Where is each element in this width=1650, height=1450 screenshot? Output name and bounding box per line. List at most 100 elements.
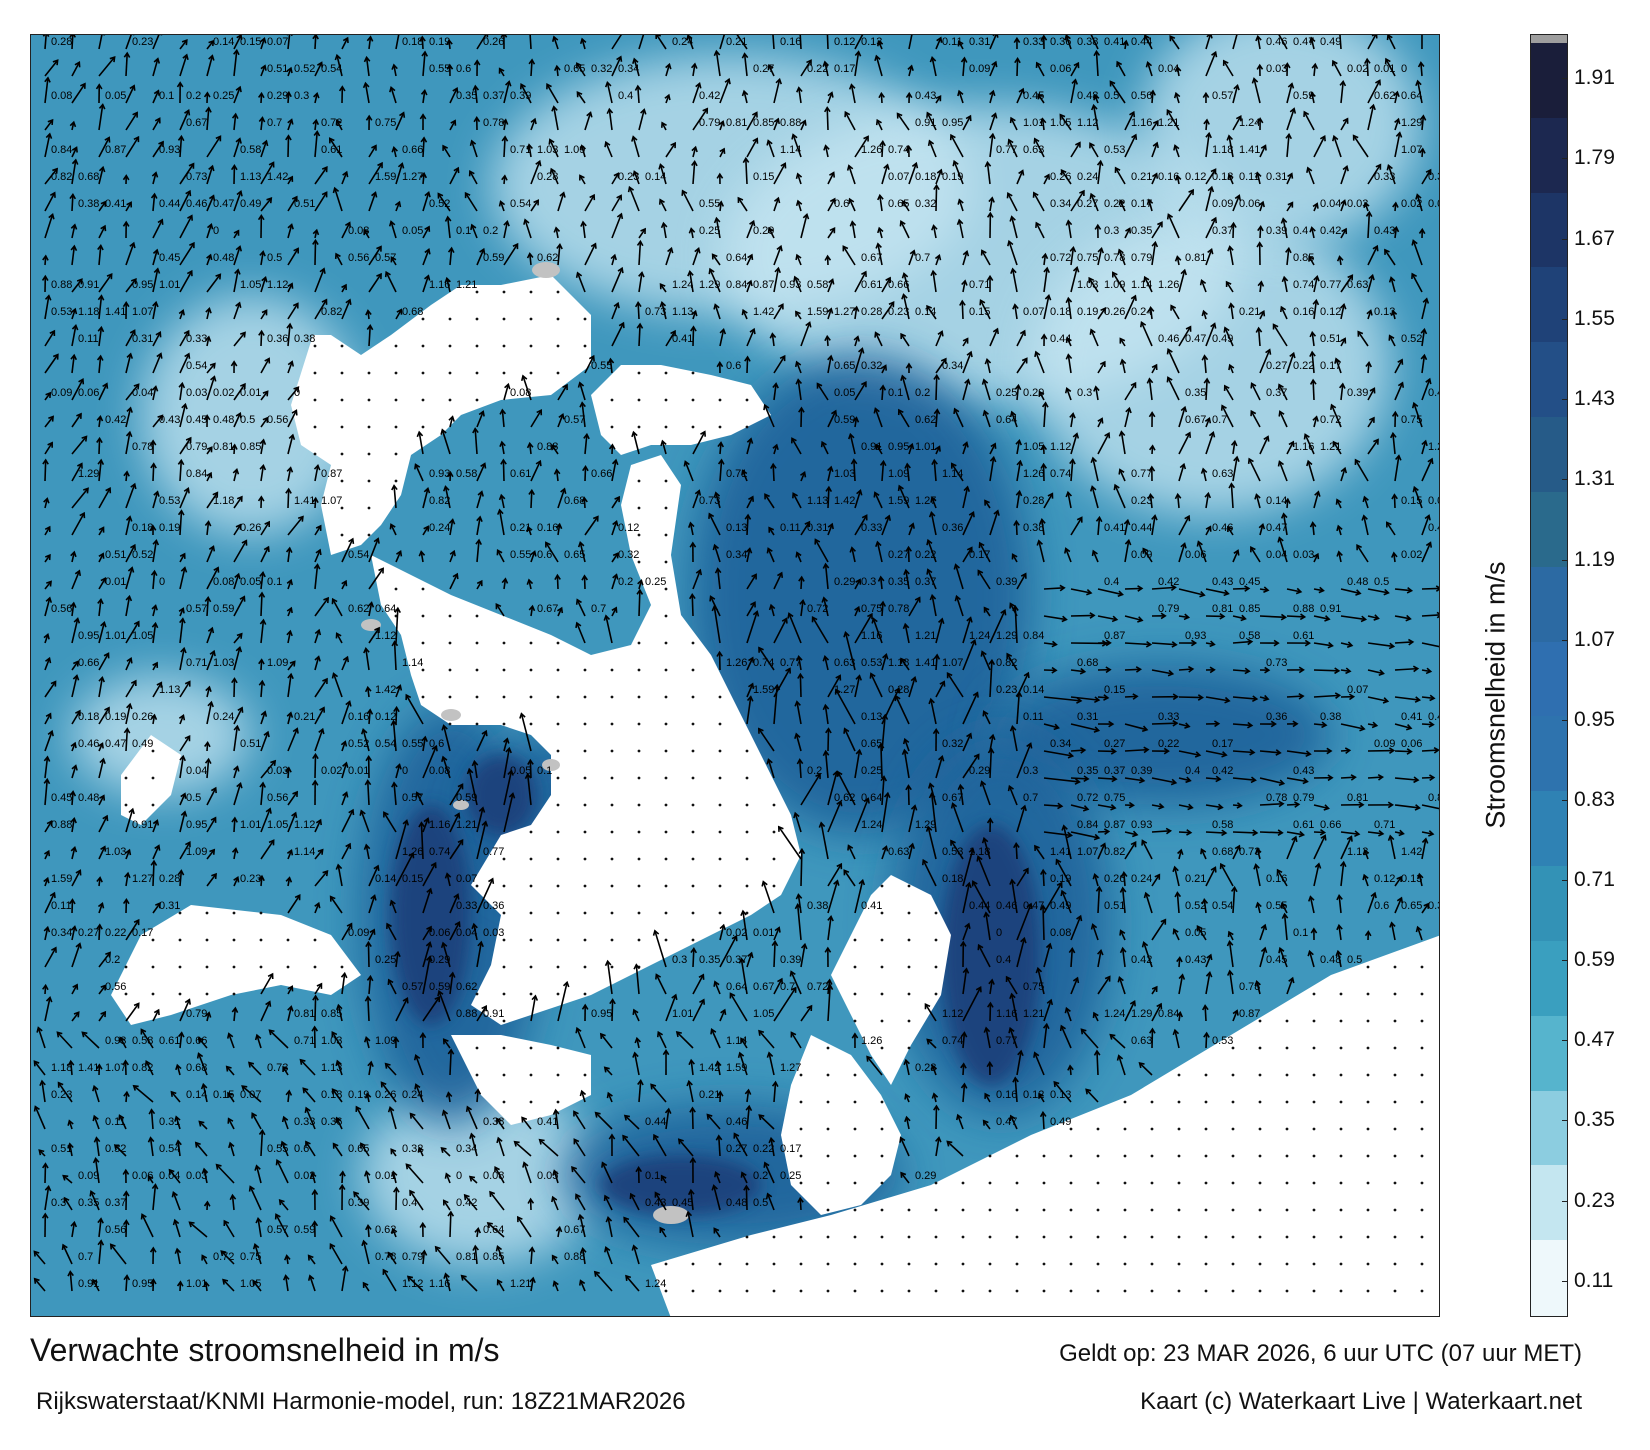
current-arrow-head: [288, 433, 296, 441]
grid-dot: [1339, 1235, 1343, 1239]
grid-dot: [988, 1208, 992, 1212]
current-arrow-head: [553, 226, 561, 233]
speed-label: 0.51: [294, 198, 315, 210]
current-arrow-head: [634, 301, 642, 308]
current-arrow-head: [157, 414, 164, 421]
current-arrow: [1339, 35, 1342, 50]
current-arrow-head: [341, 579, 348, 587]
current-arrow-head: [850, 458, 858, 465]
current-arrow-head: [1388, 334, 1395, 341]
current-arrow-head: [476, 579, 483, 587]
current-arrow: [848, 165, 856, 185]
current-arrow: [152, 386, 157, 401]
current-arrow: [1178, 464, 1185, 482]
grid-dot: [475, 884, 479, 888]
current-arrow-head: [748, 495, 755, 502]
current-arrow-head: [205, 307, 212, 314]
current-arrow-head: [210, 375, 217, 382]
speed-label: 0.78: [483, 117, 504, 129]
grid-dot: [1420, 1127, 1424, 1131]
grid-dot: [907, 1289, 911, 1293]
current-arrow-head: [768, 603, 776, 611]
current-arrow-head: [690, 62, 698, 69]
current-arrow-head: [879, 140, 886, 147]
current-arrow: [800, 600, 804, 617]
current-arrow: [1232, 669, 1250, 673]
current-arrow-head: [854, 50, 862, 57]
current-arrow: [746, 515, 749, 536]
current-arrow-head: [1357, 330, 1364, 337]
current-arrow-head: [233, 229, 240, 236]
grid-dot: [583, 803, 587, 807]
speed-label: 0.36: [267, 333, 288, 345]
grid-dot: [151, 938, 155, 942]
grid-dot: [1312, 1262, 1316, 1266]
grid-dot: [664, 425, 668, 429]
current-arrow-head: [713, 216, 721, 224]
current-arrow-head: [150, 462, 157, 469]
current-arrow-head: [533, 199, 540, 206]
speed-label: 0.02: [321, 765, 342, 777]
current-arrow: [958, 199, 964, 212]
speed-label: 0.4: [1428, 387, 1440, 399]
current-arrow: [1151, 642, 1177, 646]
grid-dot: [556, 1073, 560, 1077]
grid-dot: [718, 803, 722, 807]
speed-label: 0.07: [1023, 306, 1044, 318]
current-arrow-head: [331, 672, 339, 679]
speed-label: 0.53: [1104, 144, 1125, 156]
current-arrow-head: [240, 382, 246, 390]
current-arrow: [689, 522, 694, 536]
current-arrow-head: [1288, 440, 1295, 448]
grid-dot: [502, 317, 506, 321]
grid-dot: [637, 533, 641, 537]
current-arrow-head: [1340, 337, 1347, 344]
current-arrow-head: [800, 471, 807, 478]
grid-dot: [934, 1208, 938, 1212]
speed-label: 0.07: [888, 171, 909, 183]
current-arrow-head: [257, 495, 265, 502]
current-arrow: [1421, 696, 1435, 700]
speed-label: 1.05: [1050, 117, 1071, 129]
grid-dot: [124, 965, 128, 969]
current-arrow: [827, 198, 836, 212]
current-arrow: [1148, 199, 1153, 212]
speed-label: 0.43: [159, 414, 180, 426]
speed-label: 0.32: [591, 63, 612, 75]
current-arrow: [1310, 37, 1315, 50]
speed-label: 0.18: [402, 36, 423, 48]
speed-label: 1.41: [294, 495, 315, 507]
current-arrow-head: [424, 248, 431, 255]
current-arrow-head: [1228, 302, 1235, 309]
speed-label: 0.2: [915, 387, 930, 399]
speed-label: 0.23: [996, 684, 1017, 696]
current-arrow: [1367, 588, 1389, 594]
current-arrow-head: [1009, 215, 1016, 222]
grid-dot: [475, 614, 479, 618]
grid-dot: [394, 587, 398, 591]
current-arrow: [1286, 83, 1293, 104]
current-arrow-head: [97, 294, 105, 301]
current-arrow-head: [258, 679, 266, 686]
current-arrow: [1097, 517, 1101, 536]
current-arrow: [1070, 62, 1079, 77]
current-arrow-head: [501, 174, 508, 181]
current-arrow: [1016, 491, 1021, 509]
current-arrow: [287, 548, 291, 563]
current-arrow-head: [964, 378, 971, 385]
current-arrow-head: [176, 81, 184, 88]
current-arrow-head: [234, 268, 241, 275]
current-arrow-head: [1227, 525, 1233, 533]
current-arrow: [341, 299, 351, 320]
current-arrow: [260, 659, 263, 671]
grid-dot: [610, 911, 614, 915]
grid-dot: [205, 965, 209, 969]
current-arrow-head: [1169, 35, 1176, 42]
speed-label: 0.21: [510, 522, 531, 534]
current-speed-map[interactable]: 0.28 0.23 0.14 0.15 0.07 0.18 0.19 0.26 0.24 0.21…: [30, 34, 1440, 1317]
current-arrow: [576, 622, 586, 644]
grid-dot: [529, 641, 533, 645]
current-arrow: [745, 158, 748, 185]
current-arrow-head: [1256, 117, 1264, 124]
speed-label: 1.41: [105, 306, 126, 318]
